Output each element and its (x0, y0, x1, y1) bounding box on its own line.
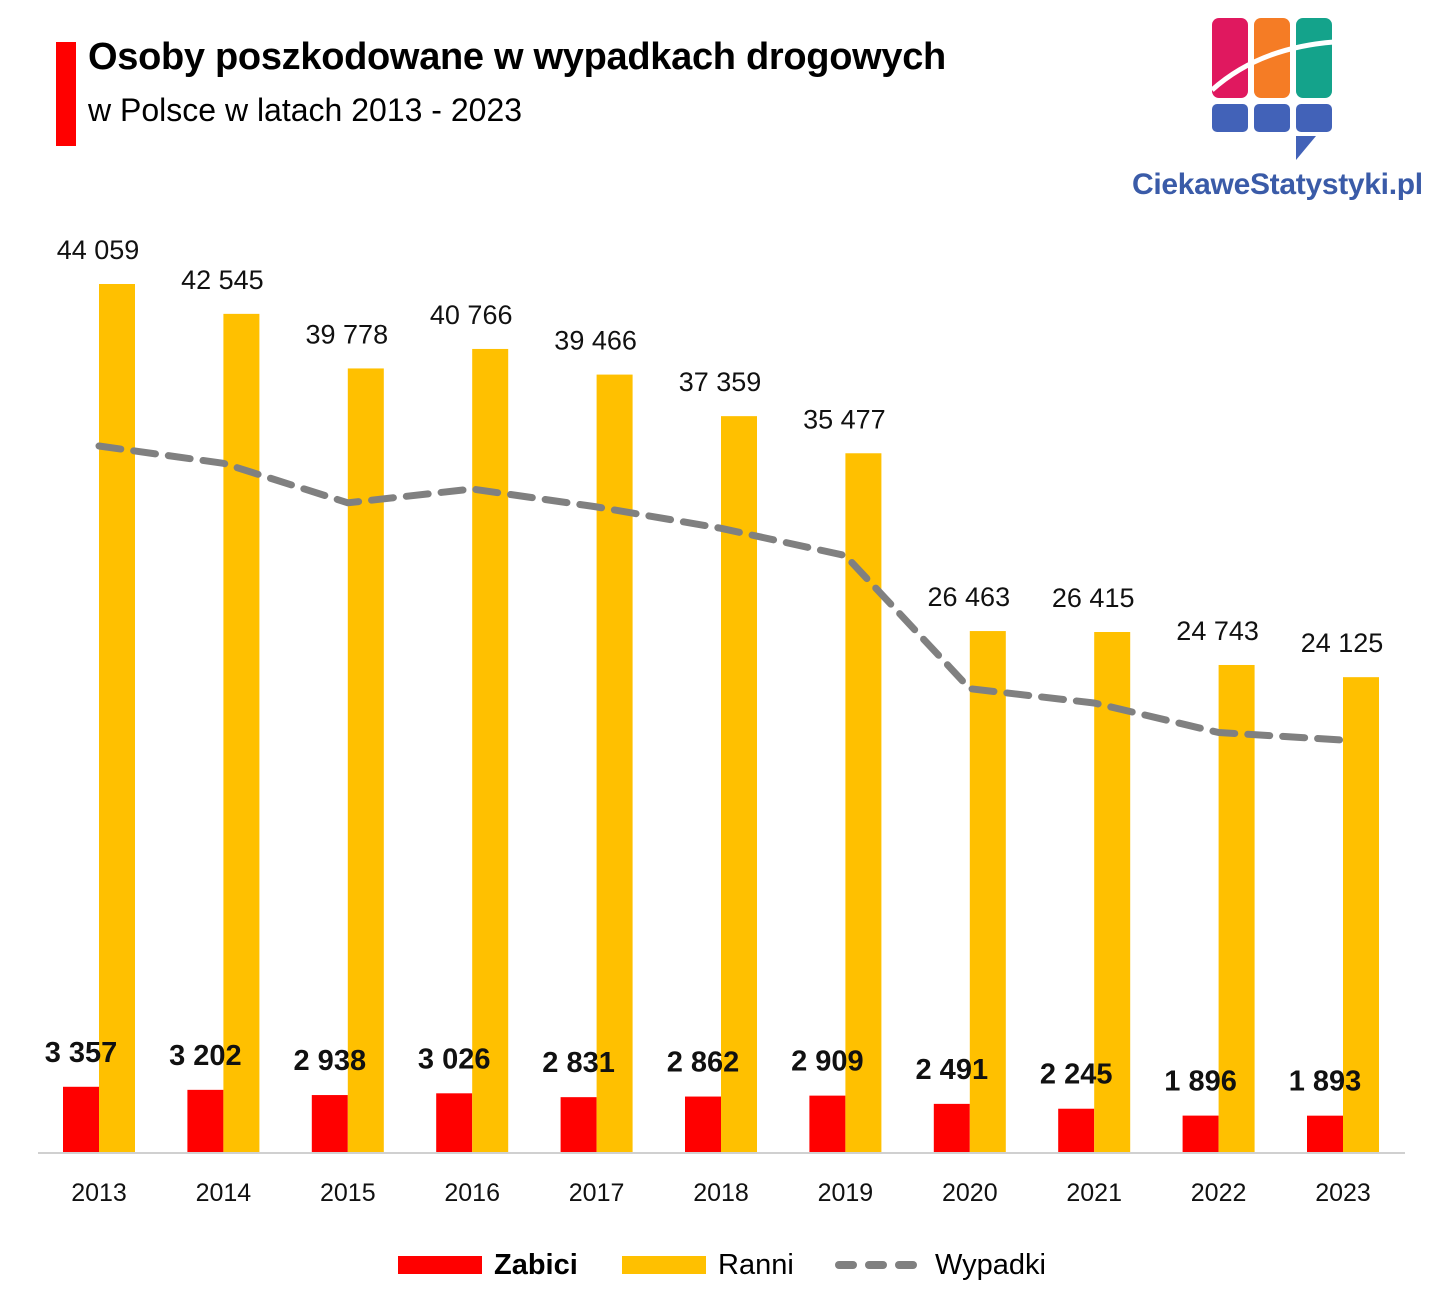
chart-area: 44 059 3 357 2013 42 545 3 202 2014 39 778 2 93… (38, 235, 1405, 1207)
bar-ranni-2017 (596, 374, 633, 1153)
label-ranni-2014: 42 545 (181, 265, 264, 295)
label-ranni-2022: 24 743 (1176, 616, 1259, 646)
label-zabici-2016: 3 026 (418, 1043, 491, 1075)
x-tick-label-2019: 2019 (818, 1179, 874, 1207)
bar-zabici-2023 (1307, 1115, 1343, 1153)
label-ranni-2019: 35 477 (803, 404, 886, 434)
logo-icon (1210, 18, 1335, 160)
bar-ranni-2018 (721, 416, 757, 1153)
legend-label-zabici: Zabici (494, 1248, 578, 1281)
x-tick-label-2013: 2013 (71, 1179, 127, 1207)
legend-dash-wypadki (835, 1261, 917, 1269)
x-tick-label-2023: 2023 (1315, 1179, 1371, 1207)
label-ranni-2021: 26 415 (1052, 583, 1135, 613)
bar-ranni-2014 (223, 313, 260, 1153)
logo-bar-orange (1254, 18, 1290, 98)
label-zabici-2017: 2 831 (542, 1047, 615, 1079)
legend-item-ranni[interactable]: Ranni (622, 1245, 794, 1285)
label-ranni-2016: 40 766 (430, 300, 513, 330)
x-tick-label-2014: 2014 (196, 1179, 252, 1207)
bar-ranni-2022 (1218, 664, 1255, 1153)
bar-zabici-2015 (311, 1095, 348, 1153)
x-tick-label-2018: 2018 (693, 1179, 749, 1207)
label-zabici-2022: 1 896 (1164, 1066, 1237, 1098)
label-zabici-2021: 2 245 (1040, 1059, 1113, 1091)
bar-ranni-2023 (1343, 677, 1379, 1153)
x-tick-label-2015: 2015 (320, 1179, 376, 1207)
x-tick-label-2020: 2020 (942, 1179, 998, 1207)
label-ranni-2013: 44 059 (57, 235, 140, 265)
bars-layer (63, 284, 1379, 1153)
legend: Zabici Ranni Wypadki (0, 1245, 1440, 1285)
chart-subtitle: w Polsce w latach 2013 - 2023 (88, 92, 523, 128)
legend-swatch-zabici (398, 1256, 482, 1274)
bar-zabici-2021 (1058, 1108, 1095, 1153)
legend-item-zabici[interactable]: Zabici (398, 1245, 578, 1285)
label-zabici-2014: 3 202 (169, 1040, 242, 1072)
label-zabici-2013: 3 357 (45, 1037, 118, 1069)
title-accent-bar (56, 42, 76, 146)
line-wypadki (95, 442, 1347, 744)
label-zabici-2023: 1 893 (1289, 1066, 1362, 1098)
label-ranni-2020: 26 463 (928, 582, 1011, 612)
label-zabici-2015: 2 938 (294, 1045, 367, 1077)
label-zabici-2020: 2 491 (916, 1054, 989, 1086)
bar-ranni-2013 (99, 284, 135, 1153)
bar-zabici-2017 (560, 1097, 597, 1153)
bar-ranni-2020 (969, 631, 1006, 1153)
bar-zabici-2013 (63, 1086, 99, 1153)
logo-text: CiekaweStatystyki.pl (1132, 168, 1423, 201)
logo-base-1 (1212, 104, 1248, 132)
x-tick-label-2017: 2017 (569, 1179, 625, 1207)
bar-zabici-2019 (809, 1095, 846, 1153)
logo-bar-teal (1296, 18, 1332, 98)
bar-ranni-2015 (347, 368, 384, 1153)
bar-zabici-2022 (1182, 1115, 1219, 1153)
legend-label-ranni: Ranni (718, 1248, 794, 1281)
bar-ranni-2021 (1094, 632, 1131, 1153)
chart-title: Osoby poszkodowane w wypadkach drogowych (88, 36, 946, 78)
x-tick-label-2016: 2016 (444, 1179, 500, 1207)
logo-pointer (1296, 136, 1316, 160)
bar-zabici-2016 (436, 1093, 473, 1153)
legend-label-wypadki: Wypadki (935, 1248, 1046, 1281)
logo-base-2 (1254, 104, 1290, 132)
logo-base-3 (1296, 104, 1332, 132)
logo-bar-pink (1212, 18, 1248, 98)
x-tick-label-2022: 2022 (1191, 1179, 1247, 1207)
label-ranni-2015: 39 778 (306, 319, 389, 349)
bar-zabici-2020 (933, 1103, 970, 1153)
label-ranni-2023: 24 125 (1301, 628, 1384, 658)
line-layer (95, 442, 1347, 744)
legend-swatch-ranni (622, 1256, 706, 1274)
label-ranni-2018: 37 359 (679, 367, 762, 397)
labels-layer: 44 059 3 357 2013 42 545 3 202 2014 39 778 2 93… (45, 235, 1384, 1207)
x-tick-label-2021: 2021 (1066, 1179, 1122, 1207)
logo-curve (1210, 39, 1335, 92)
legend-item-wypadki[interactable]: Wypadki (835, 1245, 1046, 1285)
label-ranni-2017: 39 466 (554, 326, 637, 356)
bar-ranni-2016 (472, 348, 509, 1153)
bar-zabici-2018 (685, 1096, 721, 1153)
label-zabici-2019: 2 909 (791, 1046, 864, 1078)
label-zabici-2018: 2 862 (667, 1047, 740, 1079)
bar-zabici-2014 (187, 1089, 224, 1153)
